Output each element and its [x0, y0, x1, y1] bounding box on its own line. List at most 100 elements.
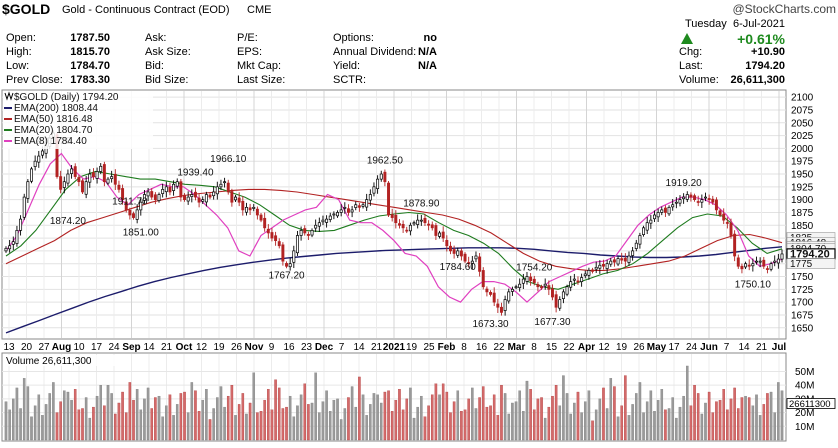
price-bar [277, 238, 281, 249]
price-bar [503, 295, 507, 316]
price-bar [711, 195, 715, 205]
volume-bar [711, 412, 715, 441]
price-bar [91, 168, 95, 180]
price-bar [33, 155, 37, 171]
price-bar [642, 225, 646, 237]
volume-bar [762, 404, 766, 441]
volume-bar [267, 389, 270, 441]
volume-bar [773, 412, 776, 441]
volume-bar [175, 404, 179, 441]
x-tick-label: 8 [461, 342, 467, 353]
price-bars [4, 130, 784, 316]
price-bar [700, 194, 704, 208]
price-bar [780, 249, 784, 263]
x-tick-label: 25 [423, 342, 435, 353]
x-tick-label: 2021 [383, 342, 406, 353]
price-bar [733, 230, 737, 262]
volume-bar [26, 386, 30, 441]
price-bar [397, 219, 401, 229]
price-bar [747, 259, 751, 271]
price-bar [718, 208, 722, 218]
price-bar [292, 245, 296, 269]
price-bar [514, 284, 518, 290]
volume-bar [605, 408, 609, 441]
volume-bar [230, 385, 234, 441]
price-bar [365, 193, 369, 211]
price-bar [183, 193, 186, 202]
price-annotation: 1754.20 [516, 262, 553, 273]
ema50-line [5, 188, 783, 271]
volume-bar [154, 397, 157, 441]
price-bar [492, 287, 496, 307]
stat-label: EPS: [237, 46, 262, 58]
price-bar [587, 267, 591, 280]
price-bar [168, 182, 172, 196]
volume-bar [248, 402, 252, 441]
volume-bar [117, 402, 121, 441]
volume-bar [52, 382, 55, 441]
volume-bar [580, 412, 583, 441]
price-bar [106, 177, 110, 186]
price-bar [725, 217, 729, 229]
quote-stat-label: Last: [679, 60, 703, 72]
volume-bar [361, 394, 365, 441]
x-tick-label: 22 [493, 342, 505, 353]
volume-bar [478, 397, 481, 441]
price-bar [390, 208, 394, 222]
price-bar [470, 256, 474, 269]
price-bar [37, 150, 41, 168]
date-label: Tuesday [685, 18, 727, 30]
volume-bar [631, 404, 634, 441]
volume-bar [146, 387, 150, 441]
quote-stats: Chg: +10.90 Last: 1794.20 Volume: 26,611,300 [679, 46, 785, 86]
x-tick-label: 24 [686, 342, 698, 353]
volume-bar [547, 406, 551, 441]
price-bar [744, 261, 748, 270]
volume-bar [766, 393, 769, 441]
price-bar [99, 163, 103, 175]
volume-bar [30, 416, 33, 441]
price-bar [270, 227, 274, 242]
volume-bar [190, 382, 194, 441]
volume-bar [63, 390, 66, 441]
y-tick-label: 1975 [791, 157, 814, 168]
price-bar [722, 208, 726, 225]
volume-bar [73, 389, 77, 441]
price-bar [521, 273, 525, 290]
volume-bar [664, 409, 667, 441]
x-tick-label: 12 [196, 342, 208, 353]
volume-bar [216, 397, 219, 441]
volume-bar [675, 417, 678, 441]
volume-bar [427, 405, 430, 441]
price-bar [769, 261, 773, 272]
volume-bar [474, 408, 478, 441]
x-tick-label: 24 [108, 342, 120, 353]
volume-bar [576, 391, 580, 441]
volume-bar [241, 393, 245, 441]
price-bar [776, 253, 780, 269]
volume-bar [165, 405, 168, 441]
volume-bar [686, 365, 689, 441]
volume-bar [161, 416, 164, 441]
x-tick-label: Aug [52, 342, 71, 353]
price-bar [4, 246, 8, 253]
volume-tick-label: 40M [795, 381, 814, 392]
x-tick-label: 12 [598, 342, 610, 353]
price-bar [241, 196, 245, 216]
price-bar [285, 261, 288, 269]
legend-entry: EMA(20) 1804.70 [14, 125, 93, 136]
volume-bar [157, 395, 161, 441]
time-axis: 13 20 27 Aug 10 17 24 Sep 14 21 Oct 12 19 26 Nov 9 16 23 D… [3, 342, 786, 353]
legend-entry: EMA(8) 1784.40 [14, 136, 87, 147]
price-bar [667, 205, 671, 216]
price-bar [496, 298, 500, 313]
price-bar [142, 190, 146, 204]
price-bar [81, 178, 84, 195]
price-bar [321, 215, 325, 226]
price-bar [310, 228, 314, 238]
price-bar [124, 198, 128, 213]
price-bar [343, 202, 347, 214]
price-bar [274, 231, 278, 246]
volume-bar [95, 395, 99, 441]
